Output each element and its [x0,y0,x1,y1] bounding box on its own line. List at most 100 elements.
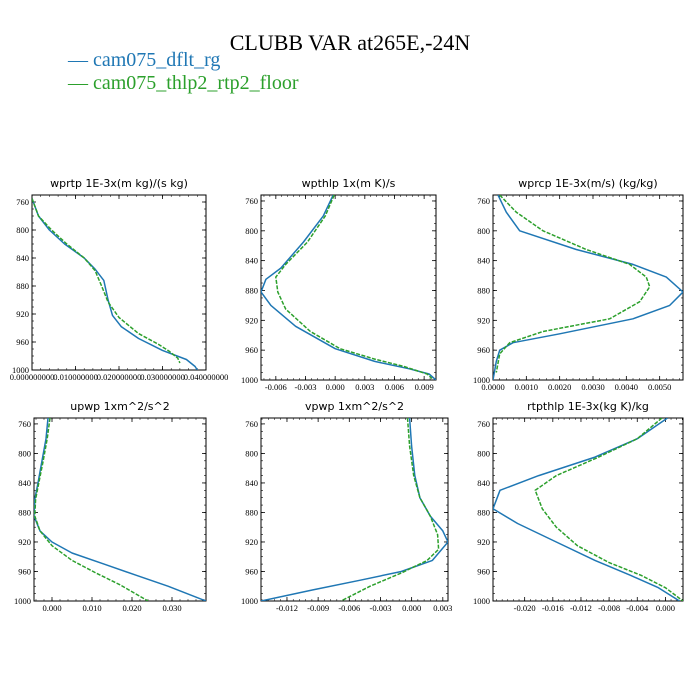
x-tick-label: 0.000000000 [10,372,55,382]
series-line-floor [340,418,440,601]
x-tick-label: 0.030000000 [140,372,185,382]
x-tick-label: -0.003 [369,603,391,613]
y-tick-label: 960 [245,345,258,355]
x-tick-label: -0.003 [295,382,317,392]
plot-frame [33,417,207,602]
x-tick-label: 0.0050 [648,382,671,392]
x-tick-label: 0.0000 [481,382,504,392]
x-tick-label: 0.030 [162,603,181,613]
y-tick-label: 840 [245,256,258,266]
x-tick-label: -0.006 [338,603,360,613]
y-tick-label: 920 [477,315,490,325]
x-tick-label: -0.008 [598,603,620,613]
series-line-dflt [34,418,206,601]
x-tick-label: 0.0010 [515,382,538,392]
y-tick-label: 920 [245,315,258,325]
x-tick-label: 0.010000000 [53,372,98,382]
x-tick-label: -0.006 [265,382,287,392]
series-line-dflt [261,418,448,601]
y-tick-label: 840 [477,478,490,488]
y-tick-label: 960 [245,566,258,576]
panel-1: wprtp 1E-3x(m kg)/(s kg) 760 800 840 880 920 9… [10,177,229,382]
y-tick-label: 760 [477,196,490,206]
x-tick-label: -0.016 [542,603,564,613]
x-tick-label: 0.010 [82,603,101,613]
plot-frame [492,417,684,602]
plot-frame [260,194,437,381]
x-tick-label: -0.020 [514,603,536,613]
y-tick-label: 760 [16,197,29,207]
legend-line-floor: — [68,72,88,94]
panel-5: vpwp 1xm^2/s^2 760 800 840 880 920 960 1000 -0.0… [241,400,452,613]
x-tick-label: 0.009 [415,382,434,392]
legend-entry-dflt: — cam075_dflt_rg [68,49,220,72]
y-tick-label: 880 [477,285,490,295]
y-tick-label: 760 [18,419,31,429]
series-line-dflt [261,195,436,380]
x-tick-label: 0.000 [656,603,675,613]
y-tick-label: 1000 [473,375,490,385]
y-tick-label: 880 [477,507,490,517]
y-tick-label: 760 [245,419,258,429]
plot-frame [260,417,449,602]
panel-title: rtpthlp 1E-3x(kg K)/kg [527,400,649,413]
series-line-floor [34,418,149,601]
y-tick-label: 1000 [241,375,258,385]
y-tick-label: 880 [245,285,258,295]
x-tick-label: 0.020 [122,603,141,613]
panel-4: upwp 1xm^2/s^2 760 800 840 880 920 960 1000 0.00… [14,400,207,613]
panel-title: vpwp 1xm^2/s^2 [305,400,404,413]
y-tick-label: 960 [18,566,31,576]
y-tick-label: 920 [245,537,258,547]
x-tick-label: 0.000 [402,603,421,613]
y-tick-label: 1000 [241,596,258,606]
y-tick-label: 840 [16,253,29,263]
y-tick-label: 800 [477,448,490,458]
panel-title: upwp 1xm^2/s^2 [70,400,170,413]
plot-frame [31,194,207,371]
y-tick-label: 760 [245,196,258,206]
y-tick-label: 1000 [14,596,31,606]
x-tick-label: -0.004 [626,603,649,613]
y-tick-label: 1000 [12,365,29,375]
legend-line-dflt: — [68,49,88,71]
y-tick-label: 800 [477,226,490,236]
y-tick-label: 840 [18,478,31,488]
x-tick-label: 0.0020 [548,382,571,392]
x-tick-label: 0.003 [433,603,452,613]
y-tick-label: 840 [477,256,490,266]
series-line-floor [32,198,181,364]
x-tick-label: -0.012 [570,603,592,613]
y-tick-label: 880 [16,281,29,291]
x-tick-label: 0.000 [326,382,345,392]
x-tick-label: 0.000 [42,603,61,613]
series-line-dflt [493,195,683,380]
y-tick-label: 880 [18,507,31,517]
y-tick-label: 840 [245,478,258,488]
panel-3: wprcp 1E-3x(m/s) (kg/kg) 760 800 840 880 920 9… [473,177,684,392]
series-line-floor [275,195,433,380]
series-line-dflt [32,198,198,370]
y-tick-label: 800 [245,226,258,236]
y-tick-label: 960 [477,345,490,355]
y-tick-label: 920 [16,309,29,319]
x-tick-label: -0.012 [276,603,298,613]
x-tick-label: 0.006 [385,382,404,392]
panel-title: wprtp 1E-3x(m kg)/(s kg) [50,177,188,190]
x-tick-label: 0.040000000 [184,372,229,382]
panel-title: wpthlp 1x(m K)/s [302,177,396,190]
x-tick-label: 0.0040 [615,382,638,392]
y-tick-label: 960 [16,337,29,347]
x-tick-label: 0.003 [355,382,374,392]
legend-entry-floor: — cam075_thlp2_rtp2_floor [68,72,299,95]
panel-title: wprcp 1E-3x(m/s) (kg/kg) [518,177,657,190]
y-tick-label: 800 [16,225,29,235]
y-tick-label: 1000 [473,596,490,606]
y-tick-label: 880 [245,507,258,517]
page-title: CLUBB VAR at265E,-24N [229,30,471,55]
y-tick-label: 760 [477,419,490,429]
y-tick-label: 920 [477,537,490,547]
y-tick-label: 800 [245,448,258,458]
x-tick-label: -0.009 [307,603,329,613]
series-line-floor [534,418,683,601]
